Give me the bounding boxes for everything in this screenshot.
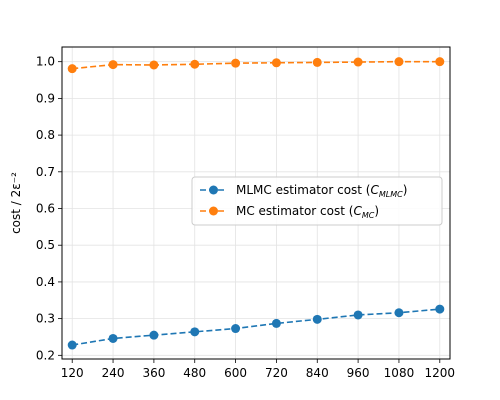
data-point: [108, 60, 118, 70]
x-tick-label: 600: [224, 366, 247, 380]
data-point: [312, 314, 322, 324]
legend-label: MC estimator cost (CMC): [236, 204, 379, 220]
y-tick-label: 1.0: [36, 55, 55, 69]
data-point: [394, 57, 404, 67]
data-point: [353, 310, 363, 320]
series-line: [72, 308, 440, 346]
legend-swatch-marker: [209, 206, 218, 216]
series-line: [72, 60, 440, 70]
data-point: [231, 324, 241, 334]
data-point: [435, 57, 445, 67]
data-point: [271, 58, 281, 68]
y-tick-label: 0.9: [36, 91, 55, 105]
plot-area-frame: [61, 46, 451, 360]
data-point: [271, 318, 281, 328]
y-tick-label: 0.2: [36, 348, 55, 362]
y-tick-label: 0.4: [36, 275, 55, 289]
legend-item-0: MLMC estimator cost (CMLMC): [200, 183, 407, 199]
y-tick-label: 0.8: [36, 128, 55, 142]
data-point: [190, 327, 200, 337]
data-point: [190, 59, 200, 69]
legend-item-1: MC estimator cost (CMC): [200, 204, 379, 220]
y-tick-label: 0.7: [36, 165, 55, 179]
legend: MLMC estimator cost (CMLMC) MC estimator …: [191, 176, 443, 226]
data-point: [312, 57, 322, 67]
series-0: [67, 304, 445, 350]
x-tick-label: 1080: [384, 366, 415, 380]
x-tick-label: 1200: [425, 366, 456, 380]
series-1: [67, 57, 445, 74]
y-tick-label: 0.6: [36, 202, 55, 216]
x-tick-label: 480: [183, 366, 206, 380]
x-tick-label: 960: [347, 366, 370, 380]
y-axis-label: cost / 2ε⁻²: [9, 172, 23, 234]
data-point: [149, 60, 159, 70]
data-point: [231, 58, 241, 68]
y-axis: 0.2 0.3 0.4 0.5 0.6 0.7 0.8 0.9 1.0: [36, 55, 62, 362]
series-layer: [67, 57, 445, 350]
legend-box: [191, 176, 443, 226]
data-point: [67, 64, 77, 74]
data-point: [435, 304, 445, 314]
data-point: [353, 57, 363, 67]
x-axis: 120 240 360 480 600 720 840 960 1080 1200: [61, 359, 455, 380]
grid: [62, 47, 450, 359]
y-tick-label: 0.3: [36, 312, 55, 326]
x-tick-label: 120: [61, 366, 84, 380]
x-tick-label: 360: [142, 366, 165, 380]
x-tick-label: 720: [265, 366, 288, 380]
y-tick-label: 0.5: [36, 238, 55, 252]
legend-label: MLMC estimator cost (CMLMC): [236, 183, 407, 199]
data-point: [149, 330, 159, 340]
x-tick-label: 240: [102, 366, 125, 380]
data-point: [394, 308, 404, 318]
data-point: [67, 340, 77, 350]
x-tick-label: 840: [306, 366, 329, 380]
legend-swatch-marker: [209, 185, 218, 195]
data-point: [108, 333, 118, 343]
